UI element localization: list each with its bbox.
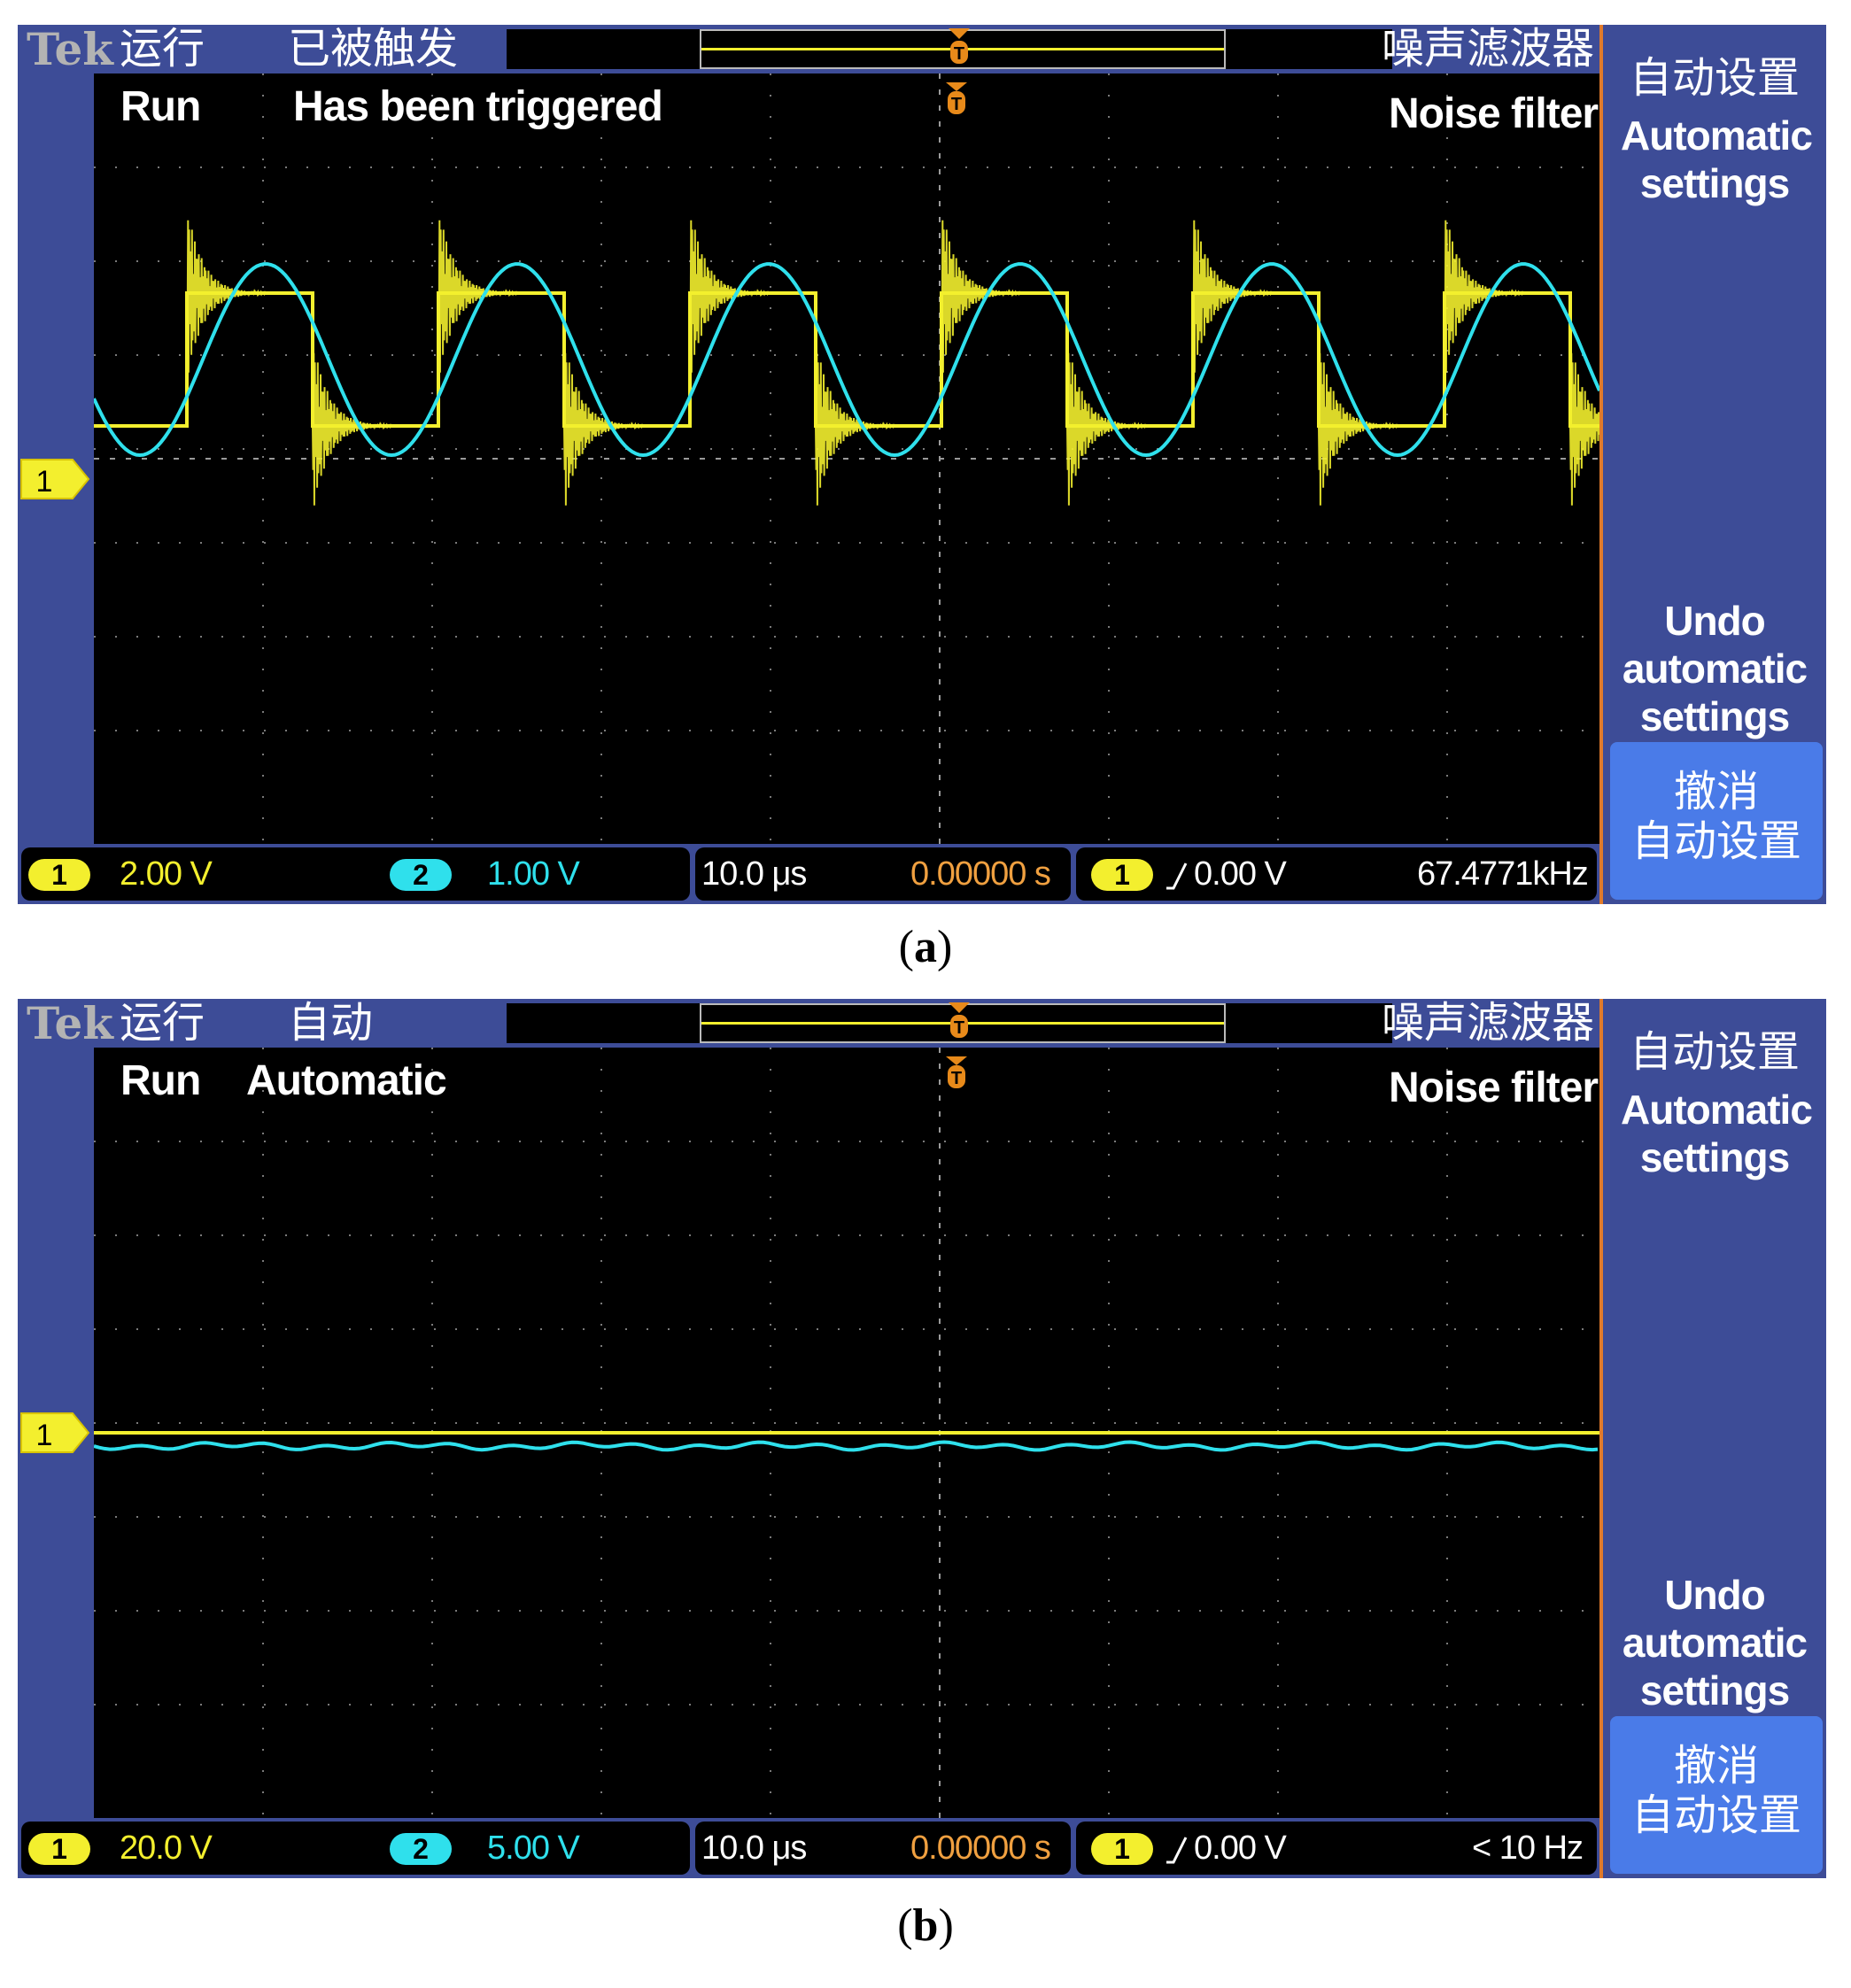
ch1-ringing-fall <box>1318 352 1399 506</box>
trigger-state-cn: 已被触发 <box>288 24 459 73</box>
trigger-channel-badge[interactable]: 1 <box>1091 1833 1153 1865</box>
ch1-ringing-fall <box>815 352 896 506</box>
ch1-position-marker: 1 <box>18 456 94 502</box>
svg-text:T: T <box>951 1069 962 1088</box>
waveform-traces <box>94 1431 1599 1452</box>
noise-filter-cn: 噪声滤波器 <box>1382 999 1595 1048</box>
ch2-scale: 1.00 V <box>487 855 580 893</box>
undo-button-line1: 撤消 <box>1673 1741 1759 1791</box>
trigger-position-icon: T <box>946 82 967 114</box>
frequency-readout: 67.4771kHz <box>1417 855 1589 893</box>
side-menu: 自动设置 Automatic settings Undo automatic s… <box>1599 25 1826 904</box>
channel-readout <box>21 847 690 901</box>
undo-button-line2: 自动设置 <box>1630 1791 1801 1840</box>
ch1-ringing-rise <box>941 220 1022 373</box>
auto-settings-en[interactable]: Automatic settings <box>1621 1087 1813 1180</box>
svg-text:T: T <box>954 1018 964 1038</box>
noise-filter-en: Noise filter <box>1389 90 1599 137</box>
time-offset: 0.00000 s <box>910 1829 1051 1867</box>
ch1-ringing-rise <box>186 220 267 373</box>
ch2-trace <box>94 262 1599 458</box>
undo-button-line1: 撤消 <box>1673 767 1759 816</box>
graticule <box>94 73 1599 844</box>
ch1-ringing-fall <box>1569 352 1599 506</box>
ch1-ringing-fall <box>312 352 393 506</box>
waveform-display: Run Automatic Noise filter T <box>94 1048 1599 1818</box>
trigger-state-cn: 自动 <box>288 998 374 1048</box>
side-menu: 自动设置 Automatic settings Undo automatic s… <box>1599 999 1826 1878</box>
timebase-readout <box>695 847 1071 901</box>
undo-auto-settings-button[interactable]: 撤消 自动设置 <box>1610 742 1823 900</box>
ch1-badge[interactable]: 1 <box>28 859 90 891</box>
trigger-position-top-icon: T <box>949 28 970 64</box>
noise-filter-en: Noise filter <box>1389 1064 1599 1111</box>
frequency-readout: < 10 Hz <box>1472 1829 1584 1867</box>
caption-b: (b) <box>897 1900 954 1951</box>
timebase-readout <box>695 1822 1071 1875</box>
brand-logo: Tek <box>27 997 113 1049</box>
undo-button-line2: 自动设置 <box>1630 816 1801 866</box>
ch1-ringing-rise <box>438 220 519 373</box>
auto-settings-cn[interactable]: 自动设置 <box>1629 1027 1800 1077</box>
time-offset: 0.00000 s <box>910 855 1051 893</box>
ch1-ringing-fall <box>1066 352 1148 506</box>
trigger-position-top-icon: T <box>949 1002 970 1038</box>
timebase: 10.0 μs <box>701 1829 807 1867</box>
svg-text:1: 1 <box>36 465 53 499</box>
trigger-position-icon: T <box>946 1056 967 1088</box>
top-status-bar: Tek 运行 已被触发 T 噪声滤波器 <box>18 25 1599 73</box>
trigger-channel-badge[interactable]: 1 <box>1091 859 1153 891</box>
ch1-scale: 20.0 V <box>120 1829 213 1867</box>
ch1-scale: 2.00 V <box>120 855 213 893</box>
run-status-cn: 运行 <box>120 998 205 1048</box>
channel1-marker-icon: 1 <box>20 459 90 499</box>
trigger-readout <box>1076 847 1597 901</box>
waveform-display: Run Has been triggered Noise filter T <box>94 73 1599 844</box>
noise-filter-cn: 噪声滤波器 <box>1382 25 1595 73</box>
top-status-bar: Tek 运行 自动 T 噪声滤波器 <box>18 999 1599 1048</box>
run-status-en: Run <box>120 83 201 130</box>
channel-readout <box>21 1822 690 1875</box>
ch2-scale: 5.00 V <box>487 1829 580 1867</box>
trigger-level: 0.00 V <box>1194 1829 1287 1867</box>
ch2-trace <box>94 1440 1599 1452</box>
caption-a: (a) <box>898 922 953 972</box>
trigger-state-en: Has been triggered <box>293 83 663 130</box>
ch1-ringing-rise <box>1192 220 1274 373</box>
ch1-position-marker: 1 <box>18 1410 94 1456</box>
ch2-badge[interactable]: 2 <box>390 1833 452 1865</box>
trigger-state-en: Automatic <box>246 1057 447 1104</box>
ch1-ringing-rise <box>1444 220 1525 373</box>
oscilloscope-screen-a: Tek 运行 已被触发 T 噪声滤波器 1 <box>18 25 1826 904</box>
auto-settings-cn[interactable]: 自动设置 <box>1629 53 1800 103</box>
trigger-level: 0.00 V <box>1194 855 1287 893</box>
auto-settings-en[interactable]: Automatic settings <box>1621 112 1813 206</box>
undo-settings-en[interactable]: Undo automatic settings <box>1622 1572 1808 1713</box>
undo-auto-settings-button[interactable]: 撤消 自动设置 <box>1610 1716 1823 1874</box>
ch1-ringing-rise <box>689 220 771 373</box>
channel1-marker-icon: 1 <box>20 1412 90 1453</box>
bottom-readout-bar: 1 2.00 V 2 1.00 V 10.0 μs 0.00000 s 1 0.… <box>18 844 1599 904</box>
run-status-cn: 运行 <box>120 24 205 73</box>
trigger-readout <box>1076 1822 1597 1875</box>
bottom-readout-bar: 1 20.0 V 2 5.00 V 10.0 μs 0.00000 s 1 0.… <box>18 1818 1599 1878</box>
svg-text:T: T <box>951 95 962 114</box>
brand-logo: Tek <box>27 23 113 75</box>
oscilloscope-screen-b: Tek 运行 自动 T 噪声滤波器 1 <box>18 999 1826 1878</box>
svg-text:1: 1 <box>36 1419 53 1452</box>
run-status-en: Run <box>120 1057 201 1104</box>
rising-edge-icon <box>1166 1837 1188 1864</box>
rising-edge-icon <box>1166 862 1188 890</box>
ch2-badge[interactable]: 2 <box>390 859 452 891</box>
ch1-ringing-fall <box>563 352 645 506</box>
svg-text:T: T <box>954 44 964 64</box>
timebase: 10.0 μs <box>701 855 807 893</box>
ch1-badge[interactable]: 1 <box>28 1833 90 1865</box>
waveform-traces <box>94 220 1599 506</box>
undo-settings-en[interactable]: Undo automatic settings <box>1622 598 1808 739</box>
